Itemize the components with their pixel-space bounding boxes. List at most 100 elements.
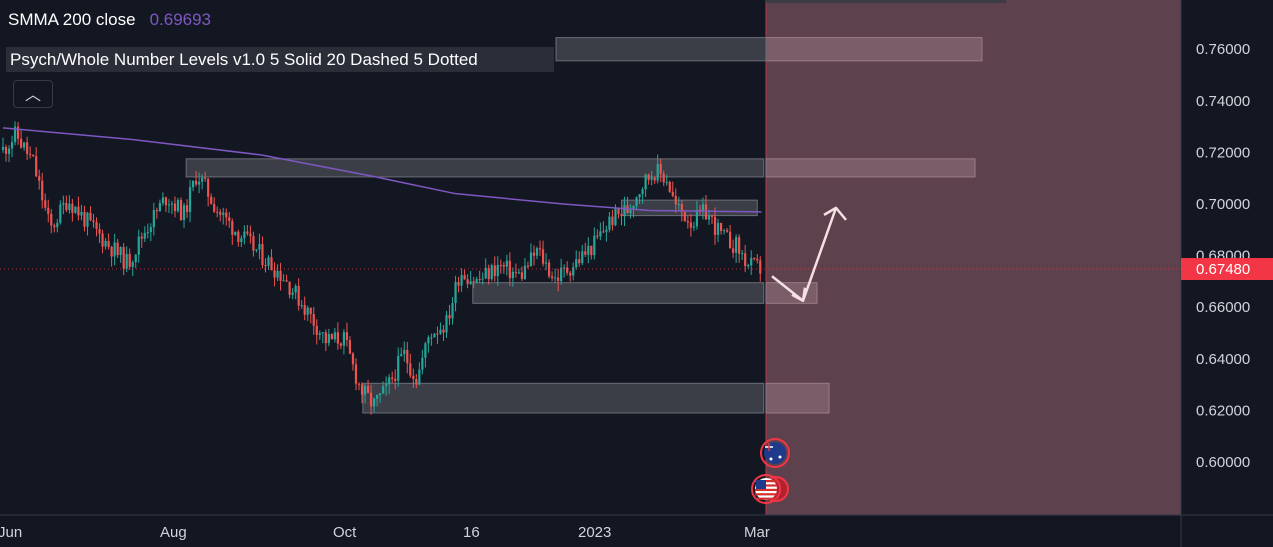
candle-up	[695, 209, 699, 227]
levels-indicator-legend[interactable]: Psych/Whole Number Levels v1.0 5 Solid 2…	[6, 47, 554, 72]
candle-up	[137, 236, 140, 255]
candle-up	[397, 355, 400, 381]
candle-up	[454, 281, 457, 304]
candle-down	[216, 211, 219, 213]
candle-up	[638, 194, 641, 198]
candle-down	[264, 265, 267, 267]
candle-down	[71, 203, 74, 213]
candle-down	[101, 233, 104, 247]
candle-down	[472, 281, 475, 283]
smma-legend-label: SMMA 200 close	[8, 10, 136, 29]
candle-down	[261, 244, 264, 266]
candle-down	[351, 353, 355, 365]
candle-up	[605, 229, 608, 232]
candle-down	[179, 199, 183, 221]
candle-down	[668, 181, 671, 192]
candle-down	[47, 207, 50, 214]
candle-down	[330, 334, 333, 340]
candle-up	[529, 252, 533, 267]
candle-up	[608, 216, 611, 230]
candle-down	[611, 216, 614, 226]
candle-up	[306, 307, 309, 315]
candle-up	[511, 271, 514, 279]
candle-up	[641, 189, 644, 195]
candle-up	[535, 248, 539, 256]
candle-up	[167, 204, 171, 206]
candle-up	[321, 332, 324, 334]
candle-down	[713, 216, 717, 235]
candle-down	[487, 267, 490, 280]
candle-down	[683, 212, 686, 222]
candle-up	[131, 262, 134, 267]
candle-up	[170, 203, 174, 205]
candle-up	[327, 334, 330, 344]
candle-up	[665, 181, 668, 183]
candle-up	[572, 267, 575, 276]
candle-up	[201, 177, 204, 182]
candle-up	[469, 281, 472, 284]
level-zone-top	[555, 37, 767, 62]
candle-down	[550, 276, 554, 279]
candle-down	[53, 225, 56, 228]
candle-down	[596, 235, 599, 237]
candle-down	[348, 340, 352, 354]
candle-up	[59, 204, 62, 223]
candle-up	[267, 257, 270, 266]
candle-up	[243, 231, 246, 239]
candle-down	[4, 146, 8, 154]
candle-up	[182, 205, 186, 221]
candle-down	[759, 260, 762, 274]
candle-up	[400, 354, 403, 356]
candle-up	[735, 237, 738, 253]
candle-down	[345, 332, 349, 341]
candle-up	[198, 181, 201, 185]
candles-layer	[1, 121, 762, 415]
candle-down	[442, 329, 445, 333]
candle-down	[98, 229, 101, 234]
price-tick-label: 0.74000	[1196, 93, 1250, 110]
candle-down	[41, 180, 44, 201]
chevron-up-icon: ︿	[24, 87, 41, 104]
candle-down	[710, 215, 714, 217]
candle-down	[719, 222, 723, 231]
candle-up	[300, 305, 303, 307]
price-tick-label: 0.72000	[1196, 144, 1250, 161]
candle-up	[146, 232, 149, 234]
time-tick-label: Oct	[333, 524, 357, 541]
candle-down	[110, 246, 113, 257]
collapse-legend-button[interactable]: ︿	[13, 80, 53, 108]
candle-down	[360, 384, 364, 395]
candle-up	[460, 275, 463, 286]
smma-200-line	[2, 127, 762, 213]
candle-down	[16, 126, 20, 139]
candle-down	[357, 383, 361, 385]
candle-up	[176, 199, 180, 212]
candle-up	[403, 349, 406, 355]
candle-down	[478, 279, 481, 281]
candle-up	[593, 235, 596, 256]
candle-up	[56, 222, 59, 228]
candle-down	[273, 270, 276, 278]
candle-down	[617, 208, 620, 215]
candle-up	[10, 142, 14, 149]
candle-down	[369, 392, 373, 407]
candle-down	[680, 203, 683, 213]
candle-up	[7, 148, 11, 154]
price-tick-label: 0.76000	[1196, 41, 1250, 58]
candle-down	[493, 265, 496, 277]
candle-down	[406, 349, 409, 364]
candle-up	[632, 205, 635, 209]
candle-up	[104, 240, 107, 247]
candle-down	[303, 305, 306, 315]
candle-down	[499, 264, 502, 266]
candle-down	[50, 213, 53, 226]
candle-down	[44, 200, 47, 208]
candle-up	[656, 163, 659, 181]
level-zone	[472, 282, 765, 304]
candle-down	[514, 271, 517, 273]
current-price-label: 0.67480	[1196, 261, 1250, 278]
price-tick-label: 0.66000	[1196, 299, 1250, 316]
smma-legend[interactable]: SMMA 200 close 0.69693	[8, 10, 211, 30]
candle-up	[134, 254, 137, 263]
